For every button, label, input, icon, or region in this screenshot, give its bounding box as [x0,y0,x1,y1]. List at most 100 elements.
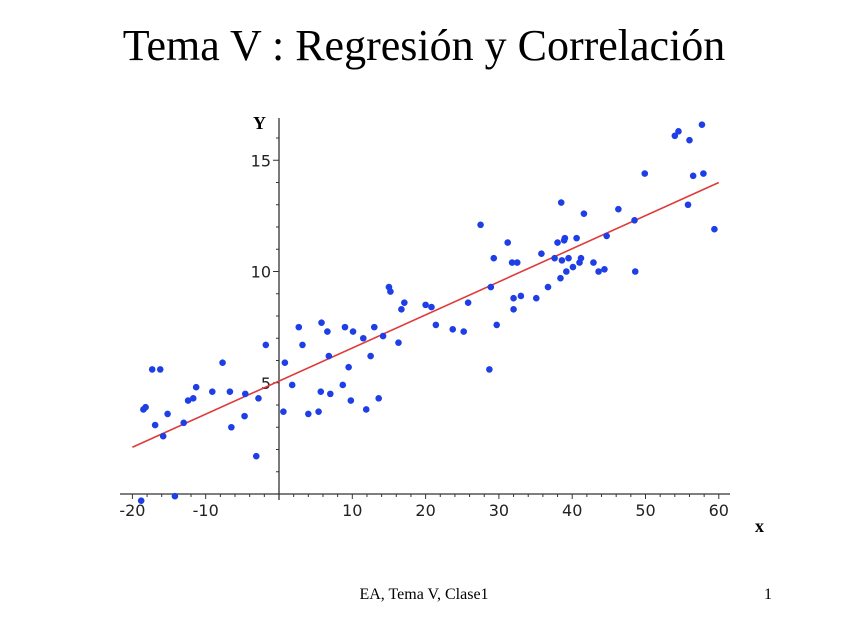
data-point [347,397,355,404]
data-point [698,121,706,128]
data-point [493,321,501,329]
data-point [375,395,382,402]
data-point [180,419,188,427]
x-tick-label: 50 [635,501,655,520]
data-point [432,321,440,329]
data-point [317,388,325,395]
data-point [557,199,565,206]
data-point [565,254,572,262]
data-point [561,234,569,242]
x-axis-label: x [755,516,764,536]
x-tick-label: -20 [119,501,145,520]
data-point [477,221,484,229]
data-point [208,388,216,395]
data-point [315,408,322,415]
data-point [226,388,234,395]
data-point [532,294,540,302]
data-point [700,170,707,177]
data-point [241,412,248,420]
data-point [281,359,289,367]
slide-title: Tema V : Regresión y Correlación [122,21,726,70]
data-point [341,323,349,331]
data-point [262,341,270,349]
data-point [510,294,517,302]
data-point [184,397,192,404]
data-point [557,274,564,282]
x-tick-label: 10 [342,501,362,520]
data-point [305,410,312,418]
data-point [517,292,525,300]
data-point [142,403,149,411]
page-number: 1 [764,586,772,603]
data-point [428,303,435,311]
data-point [362,406,370,413]
data-point [615,205,622,213]
data-point [164,410,171,418]
data-point [255,395,262,402]
data-point [577,254,585,262]
data-point [288,381,296,389]
x-tick-label: 20 [415,501,435,520]
data-point [631,268,639,275]
data-point [327,390,334,398]
data-point [367,352,374,360]
data-point [686,136,693,144]
data-point [464,299,472,306]
y-tick-label: 15 [251,151,271,170]
data-point [689,172,697,180]
data-point [684,201,692,209]
data-point [504,239,511,246]
data-point [228,423,235,431]
data-point [551,254,558,262]
data-point [379,332,387,340]
data-point [359,334,367,342]
y-axis-label: Y [253,113,266,133]
data-point [508,259,516,266]
data-point [449,326,457,333]
data-point [295,323,303,331]
data-point [325,352,333,360]
data-point [671,132,679,140]
data-point [324,328,331,335]
data-point [156,366,164,373]
data-point [558,257,566,264]
data-point [387,288,394,295]
data-point [151,421,159,429]
data-point [370,323,378,331]
data-point [554,239,561,246]
data-point [280,408,287,415]
footer-text: EA, Tema V, Clase1 [359,586,489,603]
data-point [349,328,357,335]
data-point [401,299,408,306]
data-point [590,259,597,266]
data-point [603,232,610,240]
data-point [510,306,517,313]
data-point [573,234,580,242]
data-point [580,210,588,217]
chart-axes: -20 -10 10 20 30 40 50 60 5 10 15 [119,118,730,520]
data-point [513,259,521,266]
data-point [544,283,552,291]
data-point [148,366,156,373]
data-point [398,306,405,313]
data-point [675,128,682,135]
data-point [252,452,260,460]
data-point [241,390,249,398]
data-point [189,395,197,402]
data-point [159,432,167,440]
x-tick-label: 40 [562,501,582,520]
data-point [569,263,577,271]
data-point [641,170,649,177]
data-point [631,217,638,224]
x-tick-label: 60 [709,501,729,520]
data-point [601,265,608,273]
data-point [299,341,306,349]
data-point [595,268,602,275]
data-point [171,492,179,500]
y-tick-label: 10 [251,263,271,282]
data-point [711,225,718,233]
data-point [219,359,226,367]
data-point [563,268,570,275]
data-point [460,328,468,335]
